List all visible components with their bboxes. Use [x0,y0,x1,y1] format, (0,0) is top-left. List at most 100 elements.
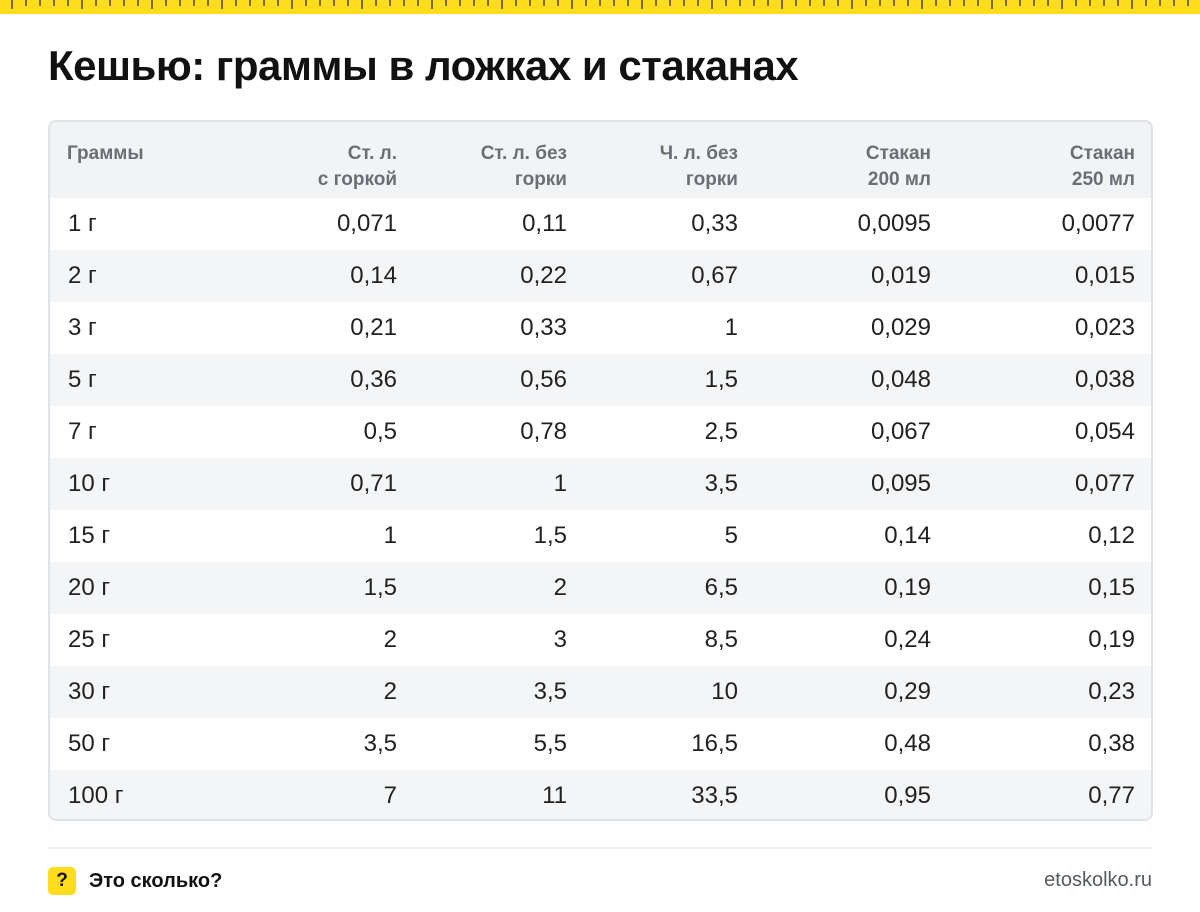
table-row: 20 г 1,5 2 6,5 0,19 0,15 [50,562,1151,614]
value-cell: 0,78 [520,418,567,445]
conversion-table: Граммы Ст. л. с горкой Ст. л. без горки Ч.… [50,122,1151,819]
grams-cell: 3 г [68,314,97,341]
value-cell: 0,15 [1088,574,1135,601]
table-row: 5 г 0,36 0,56 1,5 0,048 0,038 [50,354,1151,406]
conversion-table-container: Граммы Ст. л. с горкой Ст. л. без горки Ч.… [48,120,1153,821]
grams-cell: 7 г [68,418,97,445]
value-cell: 0,029 [870,314,931,341]
table-row: 1 г 0,071 0,11 0,33 0,0095 0,0077 [50,198,1151,250]
table-row: 10 г 0,71 1 3,5 0,095 0,077 [50,458,1151,510]
table-header-row: Граммы Ст. л. с горкой Ст. л. без горки Ч.… [50,122,1151,198]
value-cell: 0,0077 [1061,210,1135,237]
brand-logo: ? Это сколько? [48,867,222,895]
value-cell: 0,21 [350,314,397,341]
site-url: etoskolko.ru [1044,869,1152,891]
value-cell: 2 [383,678,397,705]
value-cell: 0,14 [350,262,397,289]
footer-divider [48,847,1153,849]
table-row: 2 г 0,14 0,22 0,67 0,019 0,015 [50,250,1151,302]
value-cell: 0,067 [870,418,931,445]
value-cell: 0,33 [520,314,567,341]
value-cell: 0,56 [520,366,567,393]
page-title: Кешью: граммы в ложках и стаканах [48,42,799,89]
value-cell: 3,5 [533,678,567,705]
value-cell: 1 [383,522,397,549]
table-body: 1 г 0,071 0,11 0,33 0,0095 0,0077 2 г 0,14 0,22 0… [50,198,1151,819]
header-cup-200: Стакан 200 мл [865,143,931,190]
value-cell: 0,019 [870,262,931,289]
value-cell: 0,77 [1088,782,1135,809]
value-cell: 1,5 [704,366,738,393]
value-cell: 7 [383,782,397,809]
value-cell: 0,24 [884,626,931,653]
value-cell: 0,36 [350,366,397,393]
table-row: 3 г 0,21 0,33 1 0,029 0,023 [50,302,1151,354]
value-cell: 0,054 [1074,418,1135,445]
value-cell: 0,023 [1074,314,1135,341]
header-cup-250: Стакан 250 мл [1069,143,1135,190]
value-cell: 5,5 [533,730,567,757]
value-cell: 3,5 [363,730,397,757]
value-cell: 5 [724,522,738,549]
value-cell: 2 [383,626,397,653]
value-cell: 1 [724,314,738,341]
value-cell: 0,29 [884,678,931,705]
table-row: 100 г 7 11 33,5 0,95 0,77 [50,770,1151,819]
value-cell: 0,14 [884,522,931,549]
value-cell: 1,5 [533,522,567,549]
value-cell: 1 [553,470,567,497]
value-cell: 0,015 [1074,262,1135,289]
value-cell: 0,19 [884,574,931,601]
value-cell: 33,5 [691,782,738,809]
value-cell: 0,077 [1074,470,1135,497]
grams-cell: 2 г [68,262,97,289]
grams-cell: 1 г [68,210,97,237]
value-cell: 0,48 [884,730,931,757]
question-mark-icon: ? [48,867,76,895]
table-row: 50 г 3,5 5,5 16,5 0,48 0,38 [50,718,1151,770]
table-row: 30 г 2 3,5 10 0,29 0,23 [50,666,1151,718]
value-cell: 2 [553,574,567,601]
table-row: 15 г 1 1,5 5 0,14 0,12 [50,510,1151,562]
grams-cell: 50 г [68,730,111,757]
grams-cell: 5 г [68,366,97,393]
ruler-ticks [11,0,1189,9]
value-cell: 0,12 [1088,522,1135,549]
value-cell: 3 [553,626,567,653]
value-cell: 0,22 [520,262,567,289]
value-cell: 0,38 [1088,730,1135,757]
grams-cell: 100 г [68,782,124,809]
value-cell: 0,5 [363,418,397,445]
value-cell: 6,5 [704,574,738,601]
value-cell: 0,11 [522,210,567,237]
grams-cell: 25 г [68,626,111,653]
value-cell: 0,0095 [857,210,931,237]
table-row: 25 г 2 3 8,5 0,24 0,19 [50,614,1151,666]
value-cell: 8,5 [704,626,738,653]
value-cell: 11 [542,782,567,809]
value-cell: 2,5 [704,418,738,445]
value-cell: 0,095 [870,470,931,497]
grams-cell: 10 г [68,470,111,497]
value-cell: 0,71 [350,470,397,497]
value-cell: 0,071 [336,210,397,237]
grams-cell: 30 г [68,678,111,705]
header-teaspoon-level: Ч. л. без горки [659,143,738,190]
value-cell: 1,5 [363,574,397,601]
value-cell: 0,67 [691,262,738,289]
value-cell: 0,038 [1074,366,1135,393]
value-cell: 16,5 [691,730,738,757]
grams-cell: 15 г [68,522,111,549]
header-grams: Граммы [67,143,144,164]
value-cell: 0,19 [1088,626,1135,653]
table-row: 7 г 0,5 0,78 2,5 0,067 0,054 [50,406,1151,458]
brand-name: Это сколько? [89,869,223,892]
value-cell: 0,95 [884,782,931,809]
ruler-stripe [0,0,1200,14]
header-tablespoon-level: Ст. л. без горки [480,143,567,190]
header-tablespoon-heaped: Ст. л. с горкой [317,143,397,190]
value-cell: 0,23 [1088,678,1135,705]
value-cell: 3,5 [704,470,738,497]
value-cell: 0,33 [691,210,738,237]
value-cell: 10 [711,678,738,705]
